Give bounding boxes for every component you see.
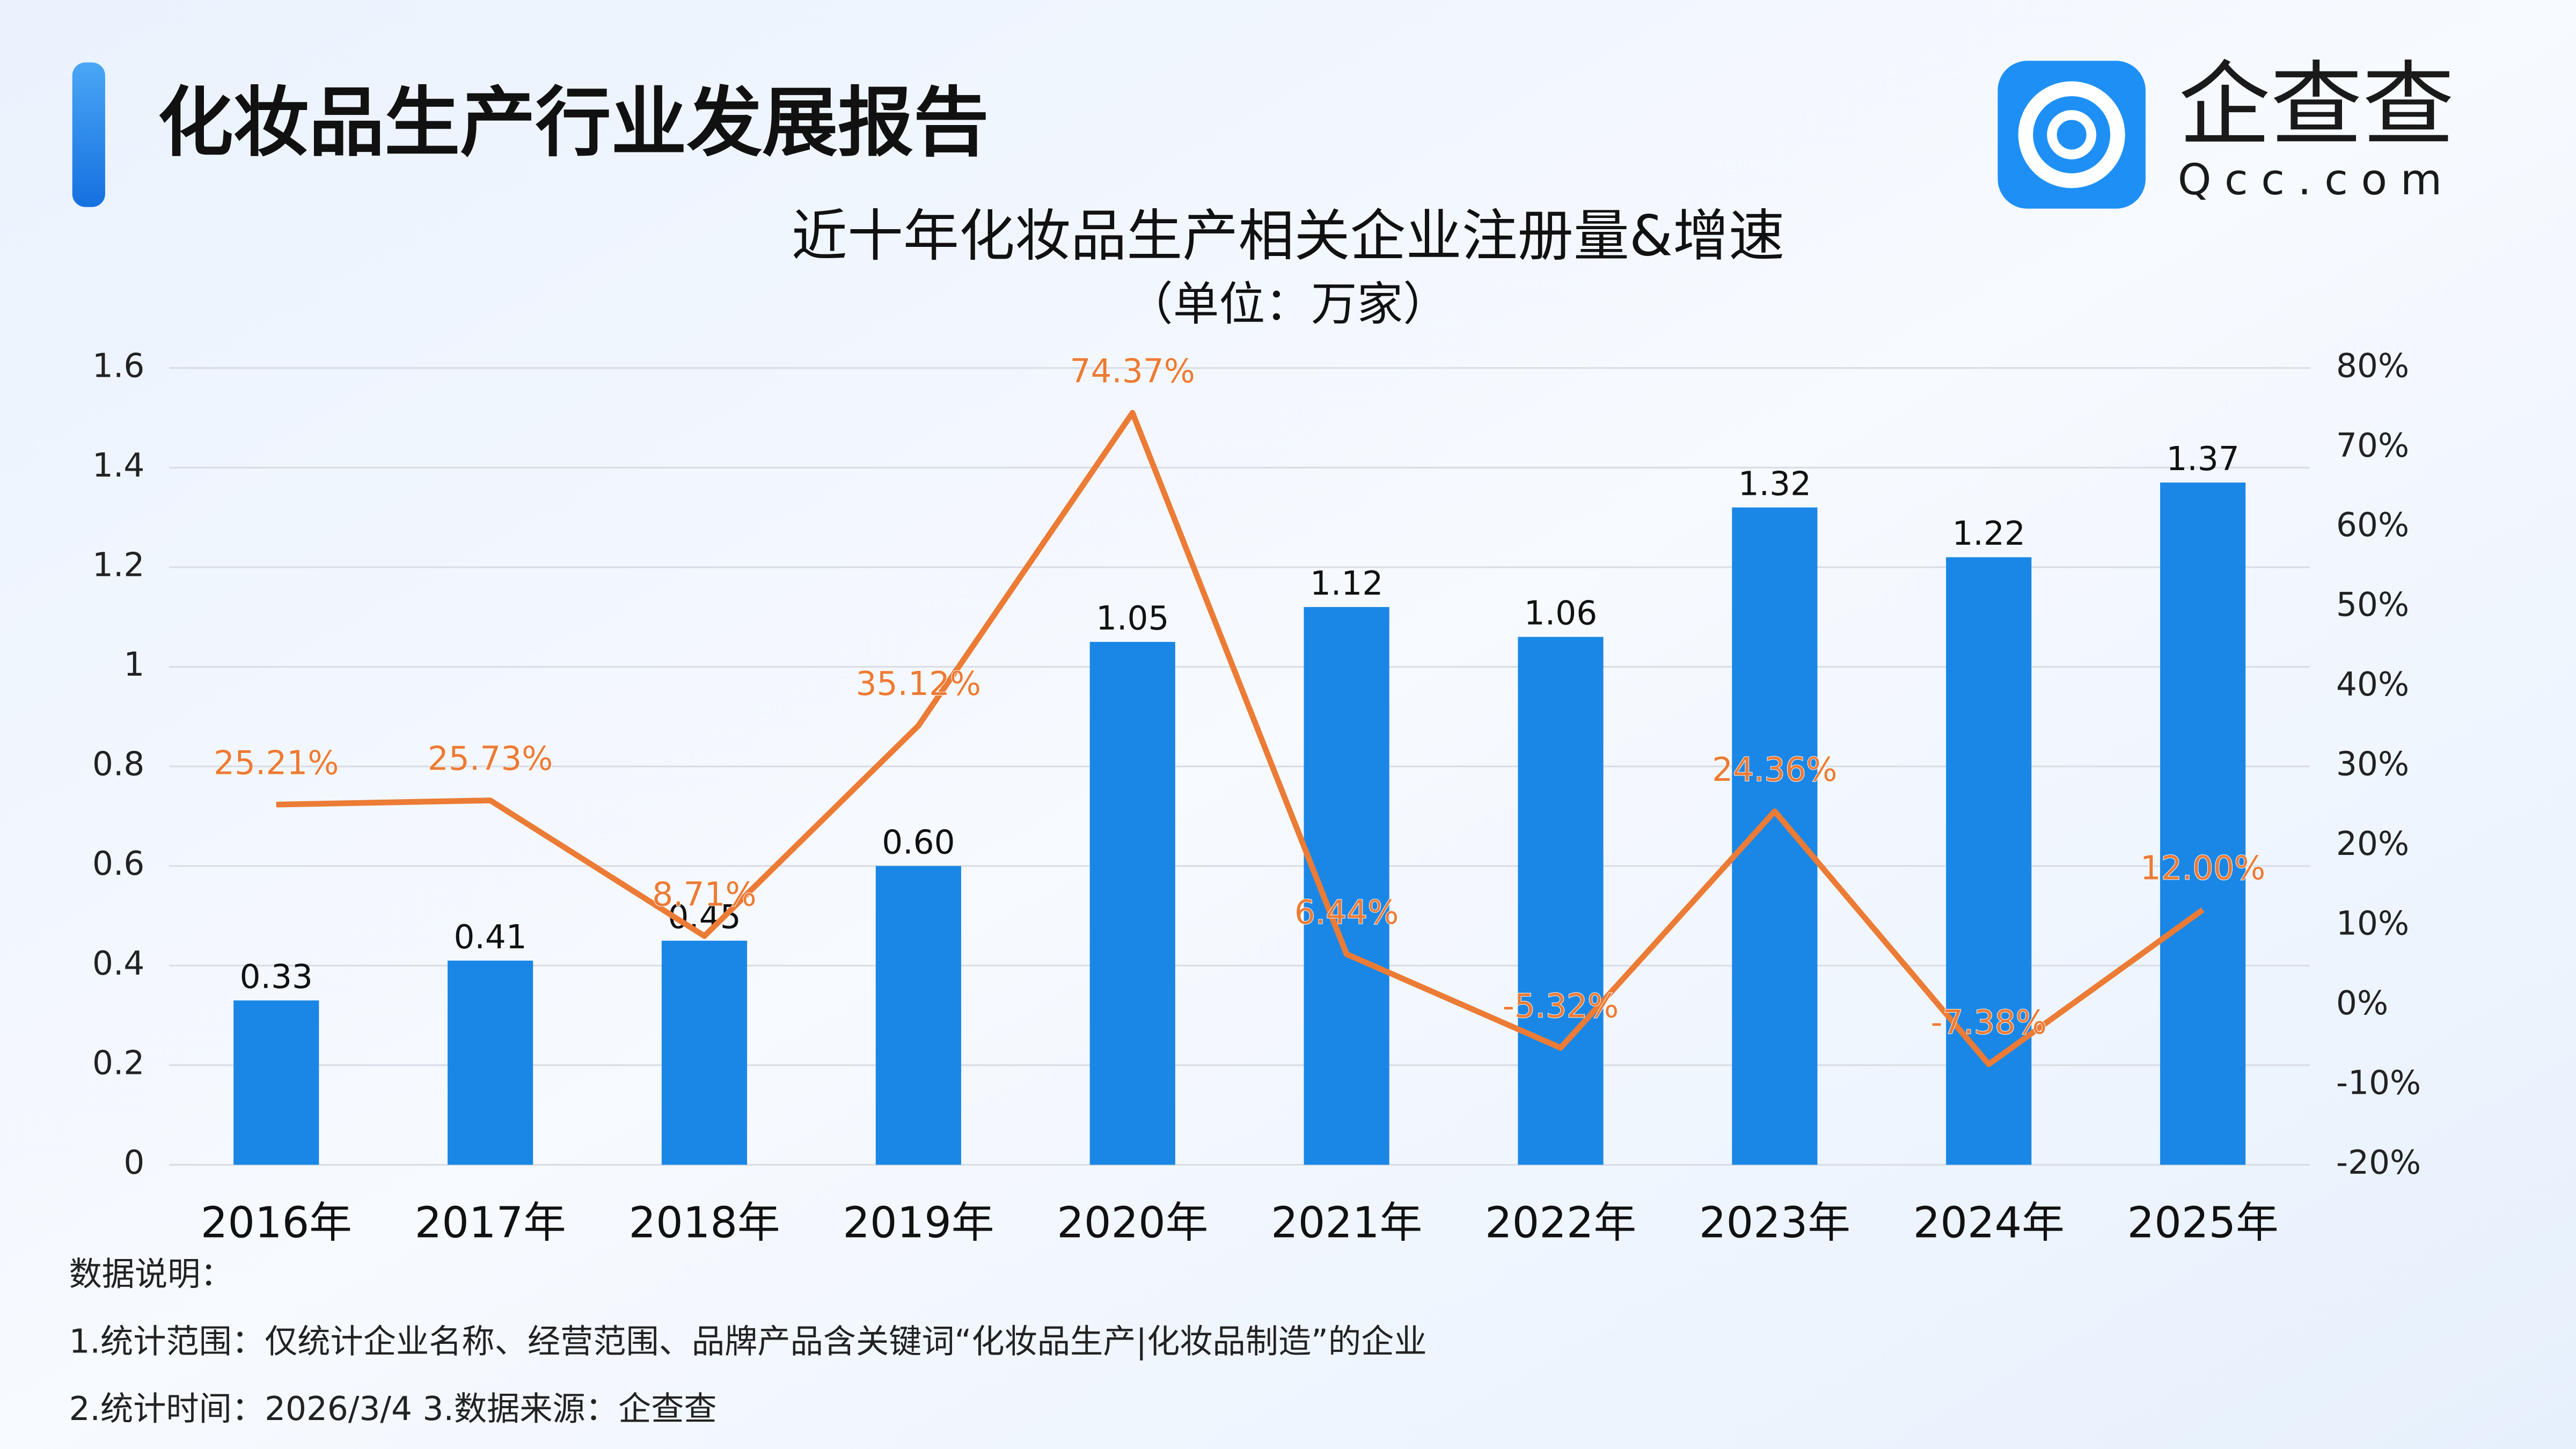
bar [1089, 642, 1175, 1165]
bar-value-label: 1.06 [1524, 595, 1597, 633]
logo-mark [2018, 81, 2125, 188]
y2-tick-label: 10% [2336, 905, 2409, 943]
line-value-label: 24.36% [1712, 751, 1837, 789]
y2-tick-label: 20% [2336, 825, 2409, 863]
bar-value-label: 0.60 [882, 823, 955, 861]
y-tick-label: 0 [123, 1144, 144, 1182]
bar [2160, 482, 2246, 1165]
title-accent [72, 62, 105, 207]
x-tick-label: 2019年 [843, 1198, 994, 1248]
bar [875, 866, 961, 1165]
x-tick-label: 2017年 [415, 1198, 566, 1248]
y-tick-label: 1.6 [92, 347, 144, 385]
bar [661, 940, 748, 1165]
y-tick-label: 1.4 [92, 447, 144, 485]
x-tick-label: 2024年 [1913, 1198, 2065, 1248]
x-tick-label: 2020年 [1057, 1198, 1208, 1248]
y-tick-label: 0.6 [92, 845, 144, 883]
line-value-label: 6.44% [1294, 894, 1399, 932]
y-tick-label: 0.2 [92, 1044, 144, 1082]
x-tick-label: 2018年 [628, 1198, 780, 1248]
logo-domain: Qcc.com [2178, 155, 2455, 204]
line-value-label: 25.21% [214, 744, 339, 782]
y-tick-label: 0.4 [92, 945, 144, 983]
line-value-label: 25.73% [428, 740, 553, 778]
bar [1946, 557, 2032, 1165]
bar [233, 1000, 319, 1165]
line-value-label: -5.32% [1503, 987, 1619, 1026]
bar-value-label: 1.12 [1310, 565, 1383, 603]
y2-tick-label: 30% [2336, 745, 2409, 784]
note: 1.统计范围：仅统计企业名称、经营范围、品牌产品含关键词“化妆品生产|化妆品制造… [69, 1323, 1427, 1361]
bar [1732, 507, 1818, 1165]
y-tick-label: 1 [123, 646, 144, 684]
x-tick-label: 2021年 [1271, 1198, 1422, 1248]
bar-value-label: 0.41 [453, 918, 526, 956]
line-value-label: 35.12% [856, 665, 981, 703]
growth-line [276, 409, 2205, 1067]
bar-value-label: 1.22 [1952, 515, 2025, 553]
page-title: 化妆品生产行业发展报告 [158, 79, 989, 167]
line-value-label: 12.00% [2140, 849, 2265, 887]
chart-title: 近十年化妆品生产相关企业注册量&增速 [792, 203, 1785, 268]
logo-name: 企查查 [2178, 52, 2454, 159]
bar-value-label: 1.32 [1738, 465, 1811, 503]
bar [448, 960, 533, 1165]
y2-tick-label: 50% [2336, 586, 2409, 624]
y-tick-label: 0.8 [92, 745, 144, 784]
bar [1518, 636, 1604, 1165]
x-tick-label: 2016年 [201, 1198, 352, 1248]
y2-tick-label: 70% [2336, 427, 2409, 465]
y2-tick-label: 40% [2336, 665, 2409, 704]
y2-tick-label: -20% [2336, 1144, 2421, 1182]
notes-heading: 数据说明： [69, 1255, 233, 1293]
line-value-label: 8.71% [652, 875, 756, 913]
bar-value-label: 1.05 [1096, 599, 1169, 638]
y-tick-label: 1.2 [92, 546, 144, 584]
chart-subtitle: （单位：万家） [1127, 277, 1449, 331]
logo-mark-inner [2047, 110, 2097, 159]
note: 2.统计时间：2026/3/4 3.数据来源：企查查 [69, 1390, 717, 1428]
y2-tick-label: -10% [2336, 1064, 2421, 1102]
bar-value-label: 0.33 [240, 958, 313, 996]
x-tick-label: 2023年 [1699, 1198, 1850, 1248]
x-tick-label: 2025年 [2127, 1198, 2279, 1248]
y2-tick-label: 0% [2336, 984, 2388, 1022]
y2-tick-label: 80% [2336, 347, 2409, 385]
line-value-label: -7.38% [1930, 1004, 2047, 1042]
line-value-label: 74.37% [1070, 352, 1195, 390]
bar-value-label: 1.37 [2166, 440, 2239, 478]
y2-tick-label: 60% [2336, 506, 2409, 544]
x-tick-label: 2022年 [1485, 1198, 1636, 1248]
